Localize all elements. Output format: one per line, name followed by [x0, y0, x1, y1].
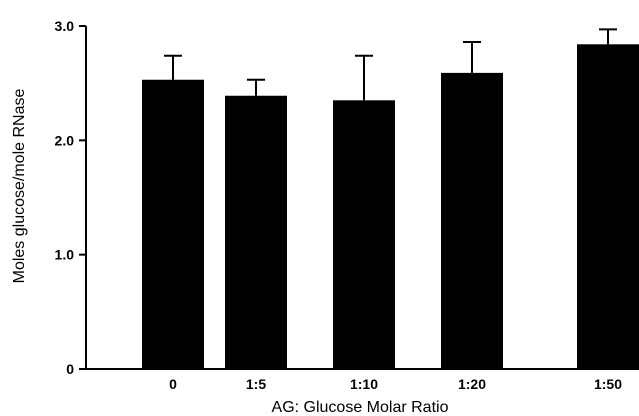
error-bar: [355, 54, 373, 101]
y-tick-label: 1.0: [55, 247, 75, 263]
error-bar: [463, 41, 481, 73]
bar: [225, 95, 287, 369]
y-tick-label: 3.0: [55, 18, 75, 34]
y-tick-label: 2.0: [55, 132, 75, 148]
bar: [441, 72, 503, 370]
x-tick-label: 1:5: [246, 376, 266, 392]
bar: [577, 44, 639, 369]
x-tick-label: 1:50: [594, 376, 622, 392]
bars: [142, 44, 639, 370]
error-bars: [164, 28, 617, 101]
x-tick-label: 1:20: [458, 376, 486, 392]
y-ticks: 0 1.0 2.0 3.0: [55, 18, 86, 377]
y-axis-title: Moles glucose/mole RNase: [11, 89, 28, 284]
x-tick-label: 1:10: [350, 376, 378, 392]
x-tick-labels: 0 1:5 1:10 1:20 1:50: [169, 376, 622, 392]
error-bar: [164, 54, 182, 80]
bar: [333, 100, 395, 370]
bar: [142, 79, 204, 369]
error-bar: [599, 28, 617, 45]
error-bar: [247, 78, 265, 96]
x-tick-label: 0: [169, 376, 177, 392]
x-axis-title: AG: Glucose Molar Ratio: [272, 399, 449, 416]
y-tick-label: 0: [66, 361, 74, 377]
